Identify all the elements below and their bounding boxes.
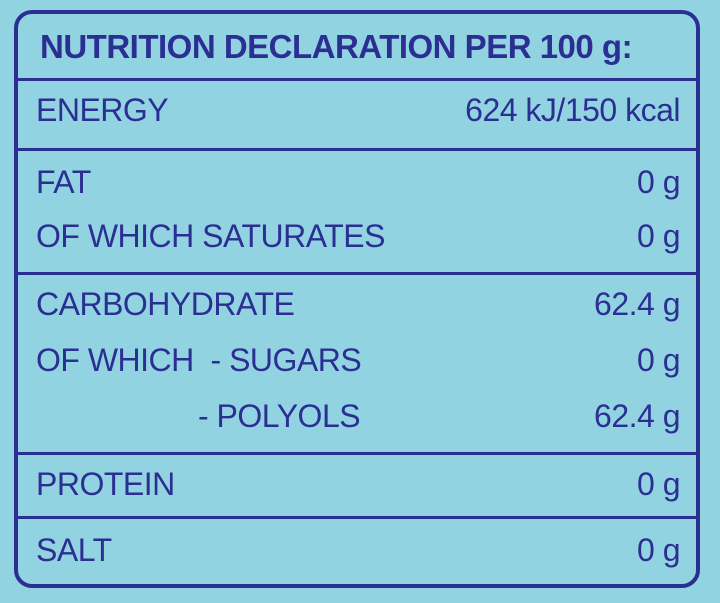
table-title: NUTRITION DECLARATION PER 100 g: <box>40 28 633 65</box>
row-value: 624 kJ/150 kcal <box>465 92 680 128</box>
divider <box>18 148 696 151</box>
divider <box>18 452 696 455</box>
row-value: 0 g <box>637 532 680 568</box>
nutrition-table: NUTRITION DECLARATION PER 100 g: ENERGY … <box>14 10 700 588</box>
row-label: OF WHICH - SUGARS <box>36 342 362 378</box>
divider <box>18 272 696 275</box>
row-label: OF WHICH SATURATES <box>36 218 385 254</box>
row-label: - POLYOLS <box>198 398 361 434</box>
row-value: 0 g <box>637 164 680 200</box>
divider <box>18 516 696 519</box>
row-value: 0 g <box>637 218 680 254</box>
row-label: CARBOHYDRATE <box>36 286 295 322</box>
row-label: SALT <box>36 532 112 568</box>
row-value: 62.4 g <box>594 286 680 322</box>
divider <box>18 78 696 81</box>
row-label: ENERGY <box>36 92 169 128</box>
row-value: 0 g <box>637 466 680 502</box>
row-value: 0 g <box>637 342 680 378</box>
row-label: FAT <box>36 164 91 200</box>
row-label: PROTEIN <box>36 466 175 502</box>
row-value: 62.4 g <box>594 398 680 434</box>
